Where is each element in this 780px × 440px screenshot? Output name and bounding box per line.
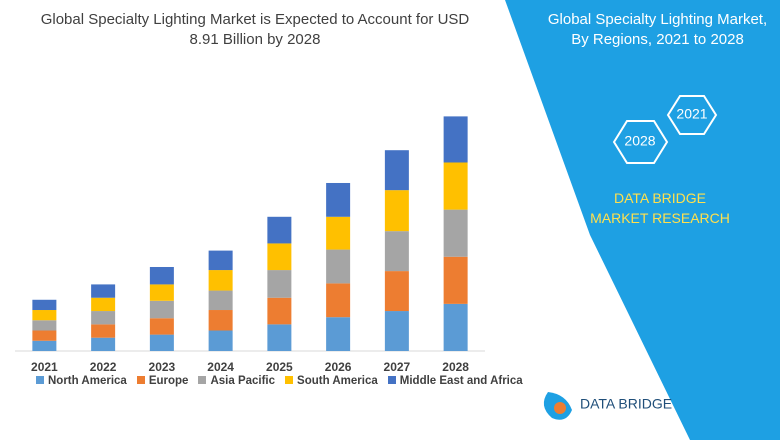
bar-segment [384, 150, 409, 191]
bar-segment [326, 216, 351, 250]
bar-segment [443, 256, 468, 304]
bar-segment [208, 310, 233, 331]
legend: North America Europe Asia Pacific South Ame… [36, 375, 523, 387]
bar-segment [91, 311, 116, 325]
bar-segment [443, 116, 468, 163]
legend-item: Middle East and Africa [387, 375, 523, 387]
bar-segment [91, 324, 116, 338]
bar-segment [149, 284, 174, 301]
brand: DATA BRIDGE MARKET RESEARCH [590, 190, 730, 226]
legend-label: North America [48, 375, 127, 387]
bar-segment [384, 231, 409, 272]
panel-title: Global Specialty Lighting Market, By Reg… [547, 11, 768, 48]
bar-segment [384, 190, 409, 232]
bar-segment [32, 299, 57, 311]
hexagon [666, 95, 718, 135]
bar-segment [149, 266, 174, 285]
legend-swatch [136, 376, 145, 384]
legend-item: North America [36, 375, 127, 387]
legend-label: Middle East and Africa [399, 375, 523, 387]
bar-segment [91, 337, 116, 351]
legend-swatch [36, 376, 44, 384]
bar-segment [149, 300, 174, 319]
bar-segment [326, 283, 351, 318]
legend-item: Europe [136, 375, 189, 387]
bar-segment [443, 209, 468, 257]
bar-segment [443, 303, 468, 351]
bar-segment [208, 250, 233, 271]
legend-swatch [387, 376, 396, 384]
bar-segment [149, 318, 174, 335]
bar-segment [208, 290, 233, 311]
hex-label: 2028 [624, 133, 655, 149]
logo-text: DATA BRIDGE [580, 396, 672, 412]
bar-segment [384, 271, 409, 312]
legend-swatch [198, 376, 207, 384]
hex-label: 2021 [676, 106, 707, 122]
bar-segment [443, 162, 468, 210]
logo-icon [554, 402, 566, 414]
legend-label: Asia Pacific [210, 375, 276, 387]
panel-bg [505, 0, 780, 440]
bar-segment [32, 330, 57, 341]
bar-segment [326, 317, 351, 351]
legend-item: Asia Pacific [198, 375, 275, 387]
x-tick-label: 2022 [90, 360, 117, 374]
legend-label: South America [297, 375, 378, 387]
x-tick-label: 2023 [149, 360, 176, 374]
x-tick-label: 2025 [266, 360, 293, 374]
bar-segment [149, 334, 174, 351]
bar-segment [267, 324, 292, 351]
legend-item: South America [285, 375, 378, 387]
bar-segment [267, 243, 292, 271]
bar-segment [32, 320, 57, 331]
hexagon [612, 120, 669, 164]
x-tick-label: 2027 [384, 360, 411, 374]
chart-title: Global Specialty Lighting Market is Expe… [40, 11, 470, 48]
bar-segment [326, 249, 351, 284]
x-tick-label: 2021 [31, 360, 58, 374]
x-tick-label: 2026 [325, 360, 352, 374]
legend-swatch [285, 376, 294, 384]
bar-segment [267, 270, 292, 298]
bar-segment [326, 182, 351, 217]
bar-segment [267, 216, 292, 244]
bar-segment [384, 311, 409, 351]
bar-segment [267, 297, 292, 325]
bar-segment [91, 297, 116, 312]
bar-segment [208, 270, 233, 291]
x-tick-label: 2024 [207, 360, 234, 374]
x-tick-label: 2028 [442, 360, 469, 374]
bar-segment [91, 284, 116, 298]
bar-segment [32, 340, 57, 351]
bar-segment [32, 310, 57, 321]
legend-label: Europe [148, 375, 189, 387]
bar-segment [208, 330, 233, 351]
